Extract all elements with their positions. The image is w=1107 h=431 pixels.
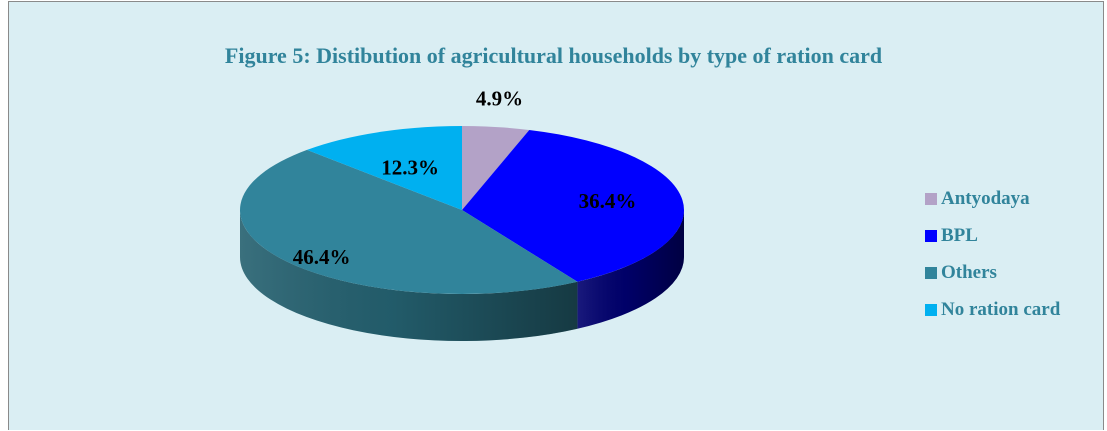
legend-item-bpl: BPL [925, 217, 1060, 254]
legend-swatch-antyodaya [925, 192, 937, 205]
legend-label-antyodaya: Antyodaya [941, 187, 1030, 209]
legend-item-antyodaya: Antyodaya [925, 180, 1060, 217]
pie-side-shade-others [240, 210, 578, 341]
data-label-others: 46.4% [293, 245, 351, 269]
pie-side-shade-bpl [577, 210, 684, 329]
pie-slice-antyodaya [462, 126, 530, 210]
legend-label-bpl: BPL [941, 224, 978, 246]
chart-title: Figure 5: Distibution of agricultural ho… [224, 43, 883, 68]
legend-label-others: Others [941, 261, 997, 283]
data-label-antyodaya: 4.9% [476, 87, 523, 111]
chart-legend: Antyodaya BPL Others No ration card [925, 180, 1060, 328]
data-label-bpl: 36.4% [579, 189, 637, 213]
data-label-no-ration-card: 12.3% [381, 156, 439, 180]
pie-slice-others [239, 149, 578, 295]
legend-label-no-ration-card: No ration card [941, 298, 1061, 320]
legend-item-no-ration-card: No ration card [925, 291, 1060, 328]
legend-swatch-others [925, 266, 937, 279]
pie-slice-no-ration-card [307, 126, 462, 210]
legend-item-others: Others [925, 254, 1060, 291]
legend-swatch-no-ration-card [925, 303, 937, 316]
pie-slice-bpl [462, 129, 685, 282]
legend-swatch-bpl [925, 229, 937, 242]
